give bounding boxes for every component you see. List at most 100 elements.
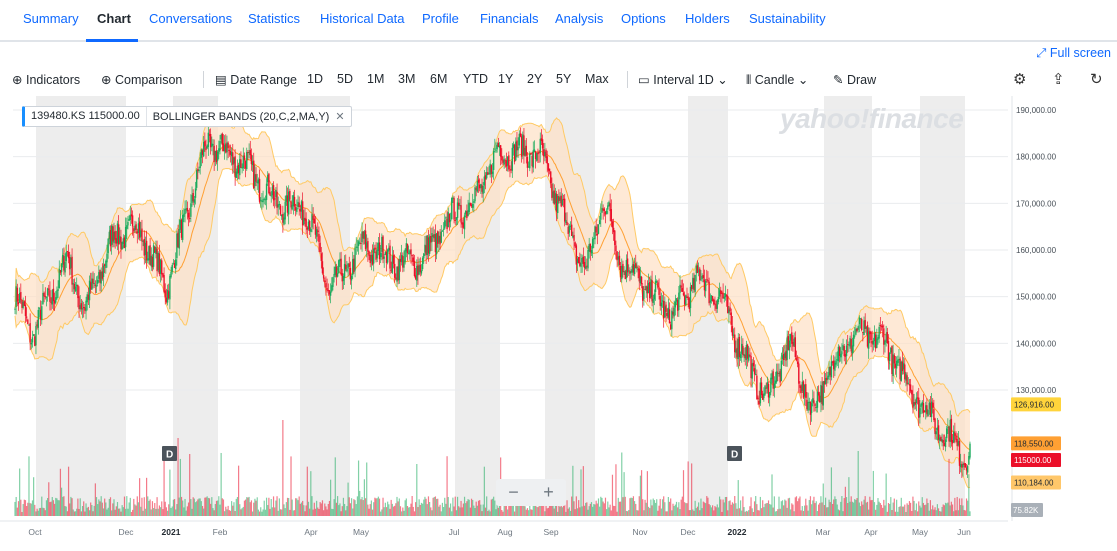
candle [281,214,283,220]
volume-bar [88,510,91,516]
candle [301,192,304,235]
candle-body [746,344,749,359]
candle-body [120,236,122,250]
zoom-out-button[interactable]: − [508,482,519,502]
volume-bar [246,497,248,516]
volume-bar [682,470,685,516]
candle-body [145,240,148,261]
price-chart[interactable]: 190,000.00180,000.00170,000.00160,000.00… [0,96,1117,546]
chart-type-label: Candle [754,73,795,87]
range-5d[interactable]: 5D [337,72,353,86]
candle [940,435,942,442]
candle-body [780,360,783,382]
candle [531,151,533,174]
candle-body [411,254,413,257]
candle-body [823,381,826,385]
candle-body [138,221,141,238]
volume-bar [561,507,563,516]
indicator-chip[interactable]: BOLLINGER BANDS (20,C,2,MA,Y) ✕ [145,107,351,126]
candle-body [72,283,74,285]
candle [642,283,644,308]
draw-button[interactable]: ✎ Draw [833,72,876,87]
range-5y[interactable]: 5Y [556,72,572,86]
candle-body [543,149,545,157]
tab-options[interactable]: Options [621,11,666,26]
range-ytd[interactable]: YTD [463,72,488,86]
x-tick-label: 2021 [162,527,181,537]
candle [64,253,66,277]
date-range-button[interactable]: ▤ Date Range [215,72,297,87]
volume-bar [922,502,925,516]
symbol-chip[interactable]: 139480.KS 115000.00 [25,107,146,126]
candle [456,198,459,225]
toolbar-divider [203,71,204,88]
fullscreen-button[interactable]: ⤢ Full screen [1036,46,1111,61]
chart-area[interactable]: 190,000.00 180,000.00 170,000.00 160,000.00… [0,96,1117,546]
range-max[interactable]: Max [585,72,609,86]
candle-body [918,397,920,418]
tab-financials[interactable]: Financials [480,11,539,26]
candle-body [485,172,488,179]
interval-selector[interactable]: ▭ Interval 1D ⌄ [638,72,728,87]
candle-body [362,231,364,239]
volume-bar [805,498,807,516]
candle [142,239,144,247]
candle-body [215,150,218,163]
tab-profile[interactable]: Profile [422,11,459,26]
candle [773,376,776,398]
tab-conversations[interactable]: Conversations [149,11,233,26]
candle-body [279,205,282,215]
reset-icon[interactable]: ↻ [1090,71,1103,88]
volume-bar [27,502,29,516]
settings-gear-icon[interactable]: ⚙ [1013,71,1027,88]
range-3m[interactable]: 3M [398,72,416,86]
volume-bar [296,498,298,516]
candle-body [730,312,732,325]
tab-chart[interactable]: Chart [97,11,131,26]
comparison-button[interactable]: ⊕ Comparison [101,72,182,87]
chart-type-selector[interactable]: ⫴ Candle ⌄ [746,72,808,88]
zoom-in-button[interactable]: + [543,482,554,502]
volume-bar [342,497,345,516]
candle [857,324,859,333]
tab-analysis[interactable]: Analysis [555,11,604,26]
range-1y[interactable]: 1Y [498,72,514,86]
candle-body [538,152,540,154]
candle [461,219,463,235]
candle-body [530,152,532,155]
volume-bar [900,497,902,516]
volume-bar [603,503,605,516]
volume-bar [933,509,935,516]
volume-bar [716,504,718,516]
candle [352,251,354,280]
volume-bar [212,508,214,516]
candle [308,219,311,235]
candle [933,399,935,422]
share-icon[interactable]: ⇪ [1052,71,1065,88]
tab-historical-data[interactable]: Historical Data [320,11,405,26]
volume-bar [452,497,454,516]
volume-bar [283,504,285,516]
range-2y[interactable]: 2Y [527,72,543,86]
range-1d[interactable]: 1D [307,72,323,86]
volume-bar [319,502,321,516]
volume-bar [186,506,188,516]
volume-bar [526,508,529,516]
volume-bar [410,503,412,516]
volume-bar [765,503,767,516]
range-6m[interactable]: 6M [430,72,448,86]
candle [615,240,617,260]
volume-bar [694,500,696,516]
candle-body [28,324,30,326]
close-icon[interactable]: ✕ [335,111,345,123]
tab-summary[interactable]: Summary [23,11,79,26]
tab-holders[interactable]: Holders [685,11,730,26]
volume-bar [539,498,541,516]
candle [297,195,299,210]
candle-body [53,300,56,304]
tab-sustainability[interactable]: Sustainability [749,11,826,26]
tab-statistics[interactable]: Statistics [248,11,301,26]
range-1m[interactable]: 1M [367,72,385,86]
candle-body [278,203,281,206]
indicators-button[interactable]: ⊕ Indicators [12,72,80,87]
